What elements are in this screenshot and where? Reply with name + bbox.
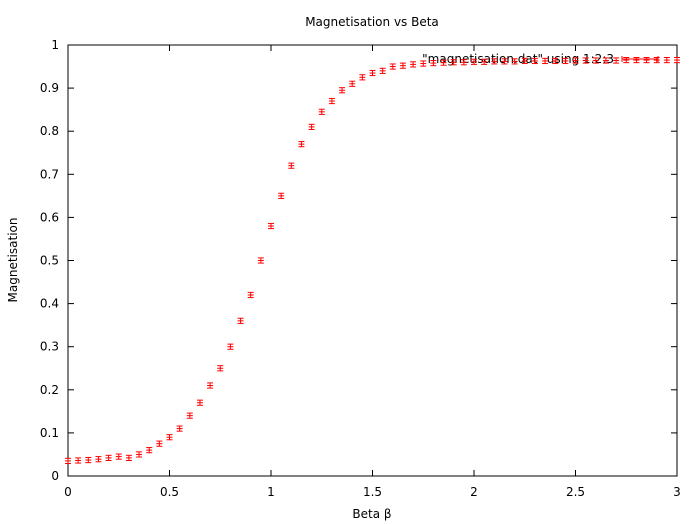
data-point	[552, 57, 559, 65]
data-point	[247, 291, 254, 299]
legend-entry-label: "magnetisation.dat" using 1:2:3	[422, 52, 614, 66]
data-point	[308, 123, 315, 130]
plot-frame	[67, 44, 678, 477]
data-point	[339, 87, 346, 94]
y-tick-label: 0.9	[40, 81, 59, 95]
data-point	[531, 57, 538, 65]
data-point	[268, 222, 274, 230]
y-tick-label: 0.5	[40, 254, 59, 268]
x-tick-label: 0	[64, 485, 72, 499]
data-point	[471, 58, 477, 65]
data-point	[85, 456, 92, 464]
data-point	[75, 457, 82, 464]
data-point	[602, 57, 609, 64]
y-tick-label: 0.1	[40, 426, 59, 440]
data-point	[653, 56, 660, 64]
y-tick-label: 0	[51, 469, 59, 483]
data-point	[278, 192, 285, 199]
data-point	[410, 61, 417, 68]
chart-title: Magnetisation vs Beta	[305, 15, 439, 29]
y-tick-labels: 0 0.1 0.2 0.3 0.4 0.5 0.6 0.7 0.8 0.9 1	[40, 38, 59, 483]
data-point	[257, 257, 264, 264]
x-tick-label: 0.5	[160, 485, 179, 499]
data-point	[318, 108, 325, 115]
data-point	[501, 58, 508, 65]
data-point	[542, 57, 549, 65]
x-tick-label: 2.5	[566, 485, 585, 499]
data-point	[663, 56, 670, 64]
y-tick-label: 0.8	[40, 124, 59, 138]
data-point	[389, 63, 396, 70]
data-point	[146, 447, 153, 454]
data-point	[582, 57, 589, 64]
data-point	[217, 365, 224, 372]
x-tick-label: 3	[673, 485, 681, 499]
axis-ticks	[67, 44, 678, 477]
y-tick-label: 0.6	[40, 210, 59, 224]
data-point	[115, 453, 122, 460]
data-point	[207, 382, 214, 389]
data-point	[298, 141, 305, 148]
data-point	[460, 59, 467, 66]
data-point	[450, 59, 457, 66]
data-point	[369, 69, 376, 77]
data-point	[613, 57, 620, 64]
legend: "magnetisation.dat" using 1:2:3	[422, 52, 659, 66]
y-tick-label: 1	[51, 38, 59, 52]
x-axis-label: Beta β	[352, 507, 391, 521]
data-point	[511, 58, 518, 65]
data-point	[196, 399, 203, 406]
y-axis-label: Magnetisation	[6, 218, 20, 303]
data-point	[399, 62, 406, 69]
y-tick-label: 0.2	[40, 383, 59, 397]
data-point	[95, 456, 102, 463]
x-tick-labels: 0 0.5 1 1.5 2 2.5 3	[64, 485, 681, 499]
data-point	[136, 451, 143, 458]
data-point	[521, 57, 528, 65]
x-tick-label: 2	[470, 485, 478, 499]
data-point	[562, 57, 569, 65]
x-tick-label: 1	[267, 485, 275, 499]
y-tick-label: 0.3	[40, 340, 59, 354]
data-point	[105, 454, 112, 461]
data-point	[430, 60, 437, 67]
data-point	[176, 425, 183, 432]
data-point	[572, 57, 579, 64]
data-point	[288, 162, 295, 169]
data-point	[166, 434, 173, 441]
data-point	[328, 97, 335, 105]
data-point	[633, 56, 640, 64]
data-point	[623, 56, 630, 64]
data-point	[674, 56, 680, 64]
data-point	[156, 440, 163, 447]
data-point	[125, 454, 132, 461]
data-point	[186, 412, 193, 419]
y-tick-label: 0.7	[40, 167, 59, 181]
data-point	[227, 343, 234, 350]
data-point	[491, 58, 498, 65]
data-point	[643, 56, 650, 64]
x-tick-label: 1.5	[363, 485, 382, 499]
legend-entry-sample	[621, 56, 659, 62]
data-points	[65, 56, 680, 465]
y-tick-label: 0.4	[40, 297, 59, 311]
data-point	[379, 67, 386, 74]
data-point	[359, 74, 366, 81]
data-point	[237, 317, 244, 324]
data-point	[65, 457, 71, 465]
data-point	[440, 59, 447, 66]
data-point	[349, 80, 356, 87]
data-point	[481, 58, 488, 65]
data-point	[420, 60, 427, 67]
data-point	[592, 57, 599, 64]
